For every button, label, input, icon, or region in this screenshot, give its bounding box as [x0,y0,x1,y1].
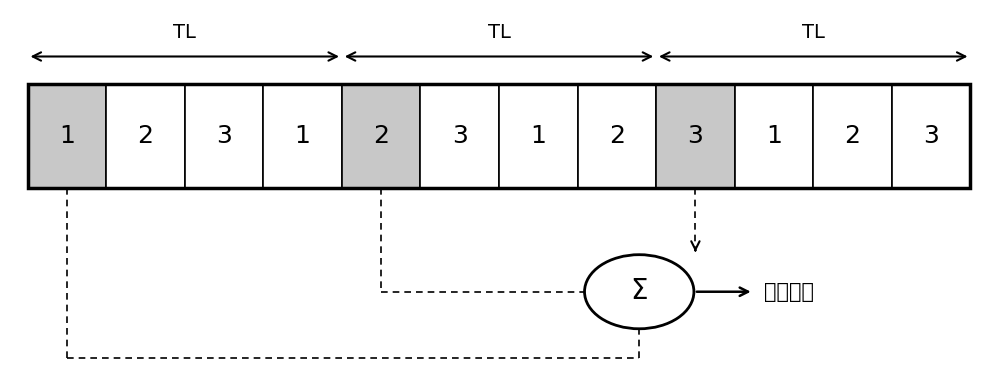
Text: 2: 2 [373,124,389,148]
Bar [578,84,656,188]
Bar [813,84,892,188]
Text: $\Sigma$: $\Sigma$ [630,278,648,305]
Text: 1: 1 [295,124,311,148]
Bar [656,84,735,188]
Text: 2: 2 [845,124,861,148]
Text: 3: 3 [452,124,468,148]
Text: 1: 1 [59,124,75,148]
Text: 1: 1 [530,124,546,148]
Bar [185,84,263,188]
Bar [28,84,106,188]
Text: TL: TL [173,23,196,42]
Text: TL: TL [488,23,510,42]
Bar [28,84,970,188]
Bar [342,84,420,188]
Text: 1: 1 [766,124,782,148]
Bar [499,84,578,188]
Bar [892,84,970,188]
Text: 累加输出: 累加输出 [764,282,814,302]
Bar [735,84,813,188]
Bar [420,84,499,188]
Text: TL: TL [802,23,825,42]
Text: 3: 3 [923,124,939,148]
Text: 3: 3 [216,124,232,148]
Ellipse shape [585,255,694,329]
Text: 2: 2 [137,124,153,148]
Text: 3: 3 [687,124,703,148]
Bar [106,84,185,188]
Bar [263,84,342,188]
Text: 2: 2 [609,124,625,148]
